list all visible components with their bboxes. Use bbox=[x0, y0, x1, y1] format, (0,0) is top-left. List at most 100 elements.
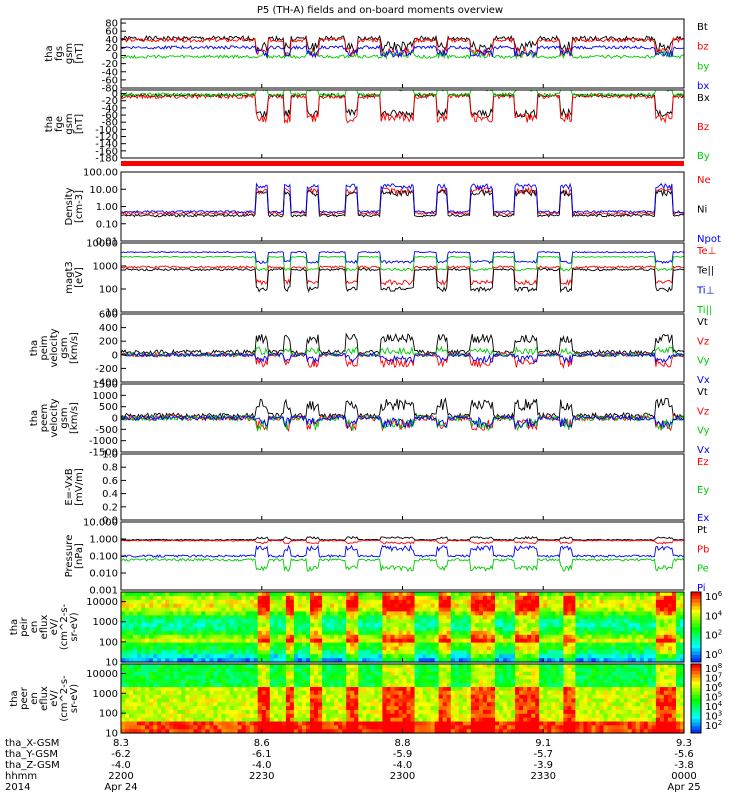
heatmap-cell bbox=[579, 623, 584, 628]
heatmap-cell bbox=[587, 638, 593, 644]
heatmap-cell bbox=[575, 725, 580, 730]
heatmap-cell bbox=[547, 607, 552, 613]
heatmap-cell bbox=[394, 623, 400, 628]
heatmap-cell bbox=[503, 702, 508, 707]
heatmap-cell bbox=[181, 713, 186, 719]
heatmap-cell bbox=[281, 619, 287, 624]
heatmap-cell bbox=[587, 713, 593, 719]
heatmap-cell bbox=[310, 702, 315, 707]
heatmap-cell bbox=[205, 679, 210, 684]
heatmap-cell bbox=[559, 664, 564, 669]
heatmap-cell bbox=[269, 607, 275, 613]
heatmap-cell bbox=[430, 599, 436, 605]
heatmap-cell bbox=[462, 634, 468, 640]
heatmap-cell bbox=[265, 607, 271, 613]
heatmap-cell bbox=[414, 721, 420, 726]
heatmap-cell bbox=[539, 592, 544, 597]
heatmap-cell bbox=[229, 607, 235, 613]
heatmap-cell bbox=[237, 725, 243, 730]
heatmap-cell bbox=[450, 713, 456, 719]
heatmap-cell bbox=[201, 698, 206, 703]
heatmap-cell bbox=[603, 725, 609, 730]
heatmap-cell bbox=[342, 615, 347, 620]
heatmap-cell bbox=[245, 717, 251, 723]
heatmap-cell bbox=[563, 623, 568, 628]
heatmap-cell bbox=[583, 627, 589, 632]
heatmap-cell bbox=[334, 694, 339, 700]
heatmap-cell bbox=[281, 642, 287, 648]
heatmap-cell bbox=[410, 615, 416, 620]
heatmap-cell bbox=[579, 650, 584, 655]
heatmap-cell bbox=[370, 607, 375, 613]
heatmap-cell bbox=[265, 630, 271, 636]
heatmap-cell bbox=[410, 694, 416, 700]
heatmap-cell bbox=[229, 646, 235, 651]
heatmap-cell bbox=[671, 592, 677, 597]
heatmap-cell bbox=[378, 638, 383, 644]
heatmap-cell bbox=[491, 729, 496, 734]
heatmap-cell bbox=[285, 679, 291, 684]
heatmap-cell bbox=[205, 698, 210, 703]
heatmap-cell bbox=[515, 642, 520, 648]
heatmap-cell bbox=[398, 690, 404, 696]
heatmap-cell bbox=[519, 607, 524, 613]
heatmap-cell bbox=[491, 683, 496, 688]
heatmap-cell bbox=[567, 611, 572, 616]
heatmap-cell bbox=[531, 638, 536, 644]
heatmap-cell bbox=[555, 706, 560, 711]
heatmap-cell bbox=[382, 721, 387, 726]
heatmap-cell bbox=[221, 687, 227, 692]
heatmap-cell bbox=[571, 710, 576, 715]
heatmap-cell bbox=[185, 687, 190, 692]
colorbar-tick-label: 100 bbox=[705, 648, 722, 661]
heatmap-cell bbox=[547, 690, 552, 696]
heatmap-cell bbox=[462, 702, 468, 707]
heatmap-cell bbox=[458, 642, 464, 648]
heatmap-cell bbox=[539, 642, 544, 648]
heatmap-cell bbox=[261, 713, 267, 719]
heatmap-cell bbox=[406, 627, 412, 632]
heatmap-cell bbox=[478, 595, 484, 601]
heatmap-cell bbox=[225, 615, 231, 620]
heatmap-cell bbox=[153, 706, 158, 711]
heatmap-cell bbox=[631, 650, 637, 655]
heatmap-cell bbox=[651, 650, 657, 655]
heatmap-cell bbox=[237, 687, 243, 692]
heatmap-cell bbox=[342, 642, 347, 648]
heatmap-cell bbox=[173, 654, 178, 659]
heatmap-cell bbox=[478, 592, 484, 597]
heatmap-cell bbox=[450, 729, 456, 734]
heatmap-cell bbox=[478, 702, 484, 707]
heatmap-cell bbox=[603, 592, 609, 597]
heatmap-cell bbox=[571, 687, 576, 692]
heatmap-cell bbox=[414, 671, 420, 677]
heatmap-cell bbox=[663, 658, 669, 663]
heatmap-cell bbox=[466, 721, 472, 726]
heatmap-cell bbox=[237, 595, 243, 601]
y-axis-label-line: gsm bbox=[64, 113, 75, 134]
heatmap-cell bbox=[430, 634, 436, 640]
heatmap-cell bbox=[177, 611, 182, 616]
heatmap-cell bbox=[567, 654, 572, 659]
heatmap-cell bbox=[133, 694, 138, 700]
heatmap-cell bbox=[599, 721, 605, 726]
heatmap-cell bbox=[567, 642, 572, 648]
heatmap-cell bbox=[297, 690, 303, 696]
heatmap-cell bbox=[398, 646, 404, 651]
heatmap-cell bbox=[326, 694, 331, 700]
heatmap-cell bbox=[470, 694, 476, 700]
heatmap-cell bbox=[438, 623, 444, 628]
heatmap-cell bbox=[426, 611, 432, 616]
heatmap-cell bbox=[185, 634, 190, 640]
y-tick-label: 0.2 bbox=[102, 502, 118, 513]
heatmap-cell bbox=[523, 646, 528, 651]
heatmap-cell bbox=[507, 634, 512, 640]
heatmap-cell bbox=[547, 627, 552, 632]
heatmap-cell bbox=[370, 595, 375, 601]
heatmap-cell bbox=[229, 642, 235, 648]
heatmap-cell bbox=[169, 710, 174, 715]
heatmap-cell bbox=[273, 658, 279, 663]
heatmap-cell bbox=[491, 650, 496, 655]
y-axis-label-line: Pressure bbox=[64, 535, 75, 578]
legend-Pt: Pt bbox=[697, 525, 707, 536]
